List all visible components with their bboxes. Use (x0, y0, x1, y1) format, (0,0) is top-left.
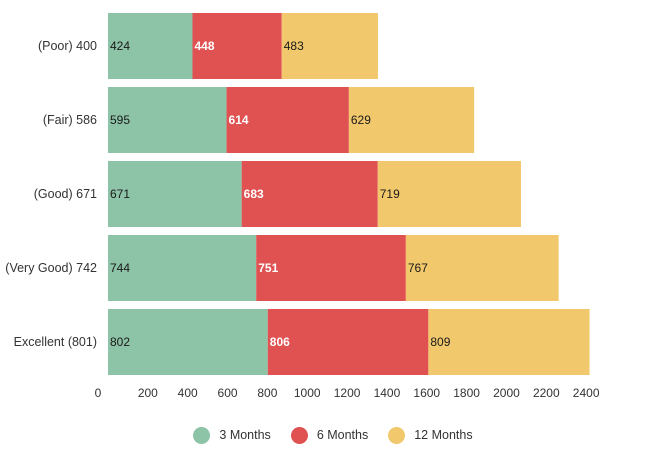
x-tick-label: 200 (138, 386, 158, 400)
category-label: Excellent (801) (14, 335, 97, 349)
legend-item[interactable]: 6 Months (290, 426, 369, 444)
x-tick-label: 1000 (294, 386, 321, 400)
bar-segment (405, 235, 559, 301)
category-label: (Poor) 400 (38, 39, 97, 53)
x-tick-label: 600 (218, 386, 238, 400)
bars: 424 448 483 595 614 629 671 683 719 744 751 767 802 8… (108, 13, 590, 375)
bar-segment (267, 309, 429, 375)
x-tick-label: 1200 (334, 386, 361, 400)
legend-swatch (388, 426, 406, 444)
data-label: 671 (110, 187, 130, 201)
x-tick-label: 2400 (573, 386, 600, 400)
bar-segment (108, 309, 268, 375)
category-label: (Fair) 586 (43, 113, 97, 127)
data-label: 683 (244, 187, 264, 201)
data-label: 719 (380, 187, 400, 201)
x-tick-label: 2200 (533, 386, 560, 400)
bar-segment (192, 13, 282, 79)
x-tick-label: 800 (257, 386, 277, 400)
legend-label: 6 Months (316, 428, 369, 442)
data-label: 629 (351, 113, 371, 127)
stacked-bar-chart: (Poor) 400 (Fair) 586 (Good) 671 (Very Good… (5, 13, 600, 400)
legend-item[interactable]: 12 Months (388, 426, 473, 444)
bar-segment (377, 161, 522, 227)
bar-segment (108, 13, 193, 79)
bar-segment (108, 87, 227, 153)
category-label: (Very Good) 742 (5, 261, 97, 275)
x-tick-label: 1400 (374, 386, 401, 400)
data-label: 744 (110, 261, 130, 275)
bar-segment (108, 235, 257, 301)
x-tick-label: 0 (95, 386, 102, 400)
bar-segment (281, 13, 378, 79)
legend-item[interactable]: 3 Months (193, 426, 271, 444)
category-label: (Good) 671 (34, 187, 97, 201)
bar-segment (256, 235, 406, 301)
bar-segment (226, 87, 349, 153)
x-tick-label: 1800 (453, 386, 480, 400)
legend-label: 12 Months (414, 428, 473, 442)
data-label: 751 (258, 261, 278, 275)
data-label: 595 (110, 113, 130, 127)
data-label: 448 (194, 39, 214, 53)
x-tick-label: 2000 (493, 386, 520, 400)
data-label: 809 (430, 335, 450, 349)
bar-segment (428, 309, 590, 375)
legend-swatch (290, 426, 308, 444)
legend: 3 Months 6 Months 12 Months (0, 424, 666, 446)
legend-label: 3 Months (219, 428, 271, 442)
x-tick-label: 1600 (413, 386, 440, 400)
category-labels: (Poor) 400 (Fair) 586 (Good) 671 (Very Good… (5, 39, 97, 349)
legend-swatch (193, 426, 211, 444)
x-tick-label: 400 (178, 386, 198, 400)
data-label: 767 (408, 261, 428, 275)
data-label: 483 (284, 39, 304, 53)
data-label: 424 (110, 39, 130, 53)
bar-segment (348, 87, 475, 153)
data-label: 802 (110, 335, 130, 349)
bar-segment (108, 161, 242, 227)
x-axis-ticks: 0 200 400 600 800 1000 1200 1400 1600 1800 2000 220… (95, 386, 600, 400)
data-label: 806 (270, 335, 290, 349)
data-label: 614 (229, 113, 249, 127)
bar-segment (241, 161, 378, 227)
